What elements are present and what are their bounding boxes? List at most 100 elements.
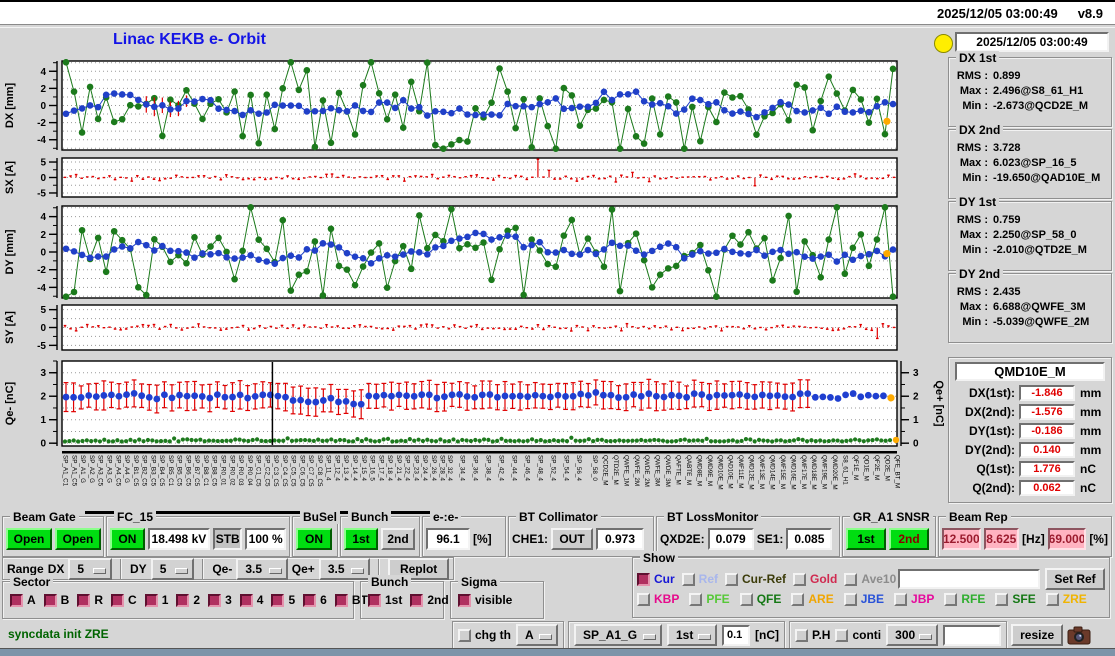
beam-gate-open-1-button[interactable]: Open [6,528,52,550]
sector-checkbox-2[interactable]: 2 [176,593,200,607]
group-title: Show [640,551,678,565]
checkbox-label: 5 [288,593,296,607]
stats-panel: DX 1st RMS : 0.899 Max : 2.496@S8_61_H1 Min :… [948,51,1112,345]
stats-line: Max : 6.023@SP_16_5 [952,157,1111,169]
stats-key: Max : [959,85,988,97]
svg-text:SP_46_4: SP_46_4 [523,455,530,481]
group-title: Beam Gate [10,510,79,524]
svg-text:0: 0 [40,173,46,184]
threshold-target-select[interactable]: A [516,624,558,646]
svg-text:SP_15_4: SP_15_4 [360,455,367,481]
sy-plot[interactable]: SY [A] 5 0 -5 [0,303,900,353]
show-checkbox-pfe[interactable]: PFE [689,592,730,606]
chg-th-checkbox[interactable]: chg th [458,628,511,642]
show-checkbox-cur[interactable]: Cur [637,572,675,586]
svg-text:SP_16_5: SP_16_5 [369,455,376,481]
show-checkbox-kbp[interactable]: KBP [637,592,679,606]
dy-plot[interactable]: DY [mm] 4 2 0 -2 -4 [0,204,900,301]
bunch-checkbox-2nd[interactable]: 2nd [410,593,449,607]
checkbox-label: A [27,593,36,607]
beam-gate-open-2-button[interactable]: Open [55,528,101,550]
stats-line: Min : -19.650@QAD10E_M [952,172,1111,184]
svg-text:SP_B4_C5: SP_B4_C5 [158,455,165,487]
stats-key: RMS : [956,214,988,226]
show-checkbox-rfe[interactable]: RFE [944,592,985,606]
set-ref-button[interactable]: Set Ref [1045,568,1105,590]
checkbox-box [410,593,424,607]
group-bunch: Bunch 1st 2nd [340,510,420,557]
group-gr-a1-snsr: GR_A1 SNSR 1st 2nd [842,510,936,557]
sector-checkbox-r[interactable]: R [77,593,103,607]
sector-checkbox-b[interactable]: B [43,593,69,607]
ph-checkbox[interactable]: P.H [795,628,830,642]
qe-plot[interactable]: Qe- [nC] 3 2 1 0 3 2 1 0 Qe+ [nC] [0,359,948,449]
camera-icon[interactable] [1067,625,1091,645]
bunch-checkbox-1st[interactable]: 1st [368,593,402,607]
show-checkbox-are[interactable]: ARE [791,592,834,606]
checkbox-box [844,572,858,586]
option-menu-dash [351,567,365,574]
dx-plot[interactable]: DX [mm] 4 2 0 -2 -4 [0,59,900,153]
svg-text:-5: -5 [37,341,46,352]
threshold-input[interactable] [722,624,750,646]
range-qe-minus-select[interactable]: 3.5 [236,557,288,580]
ref-name-input[interactable] [898,569,1040,589]
stats-line: RMS : 0.759 [952,214,1111,226]
svg-text:QWDE_3M: QWDE_3M [664,455,671,487]
conti-checkbox[interactable]: conti [835,628,881,642]
show-checkbox-sfe[interactable]: SFE [995,592,1036,606]
show-checkbox-gold[interactable]: Gold [793,572,837,586]
sector-checkbox-5[interactable]: 5 [271,593,295,607]
monitor-label: DX(2nd): [965,405,1015,419]
controls-row: Beam Gate Open Open FC_15 ON 18.498 kV S… [2,510,1112,557]
show-checkbox-zre[interactable]: ZRE [1045,592,1087,606]
show-checkbox-jbp[interactable]: JBP [894,592,934,606]
fc15-on-button[interactable]: ON [110,528,145,550]
resize-button[interactable]: resize [1011,624,1064,646]
stats-box-title: DX 1st [956,51,1000,65]
sector-checkbox-4[interactable]: 4 [239,593,264,607]
bunch-1st-button[interactable]: 1st [344,528,378,550]
stats-line: Min : -5.039@QWFE_2M [952,316,1111,328]
sigma-checkbox-visible[interactable]: visible [458,593,512,607]
bunch-2nd-button[interactable]: 2nd [381,528,415,550]
checkbox-box [725,572,739,586]
sx-plot[interactable]: SX [A] 5 0 -5 [0,156,900,200]
checkbox-label: 4 [256,593,264,607]
sector-checkbox-1[interactable]: 1 [144,593,168,607]
range-dx-select[interactable]: 5 [68,557,113,580]
device-select[interactable]: SP_A1_G [574,624,662,646]
checkbox-label: C [128,593,137,607]
sector-checkbox-3[interactable]: 3 [208,593,232,607]
bunch-select[interactable]: 1st [667,624,717,646]
busel-on-button[interactable]: ON [296,528,332,550]
sector-checkbox-a[interactable]: A [10,593,36,607]
show-checkbox-qfe[interactable]: QFE [739,592,781,606]
sector-checkbox-6[interactable]: 6 [303,593,327,607]
svg-text:-2: -2 [37,265,46,276]
gr-a1-2nd-button[interactable]: 2nd [889,528,929,550]
count-select[interactable]: 300 [886,624,939,646]
sector-checkbox-bt[interactable]: BT [334,593,368,607]
svg-text:SP_A1_C1: SP_A1_C1 [62,455,69,487]
range-qe-plus-select[interactable]: 3.5 [318,557,371,580]
stats-box-dy-2nd: DY 2nd RMS : 2.435 Max : 6.688@QWFE_3M Min :-… [948,267,1112,343]
misc-input[interactable] [943,624,1002,646]
replot-button[interactable]: Replot [388,557,450,580]
show-checkbox-ave10[interactable]: Ave10 [844,572,896,586]
sector-checkbox-c[interactable]: C [111,593,137,607]
stats-value: 0.899 [993,70,1021,82]
svg-text:SP_21_4: SP_21_4 [395,455,402,481]
show-checkbox-cur-ref[interactable]: Cur-Ref [725,572,786,586]
group-title: e-:e- [430,510,462,524]
monitor-panel: QMD10E_M DX(1st): -1.846 mm DX(2nd): -1.576 m… [948,357,1112,503]
gr-a1-1st-button[interactable]: 1st [846,528,886,550]
che1-out-button[interactable]: OUT [551,528,594,550]
show-checkbox-ref[interactable]: Ref [681,572,718,586]
show-checkbox-jbe[interactable]: JBE [843,592,884,606]
checkbox-box [995,592,1009,606]
checkbox-box [271,593,285,607]
range-dy-select[interactable]: 5 [150,557,195,580]
stats-key: RMS : [956,70,988,82]
checkbox-box [303,593,317,607]
